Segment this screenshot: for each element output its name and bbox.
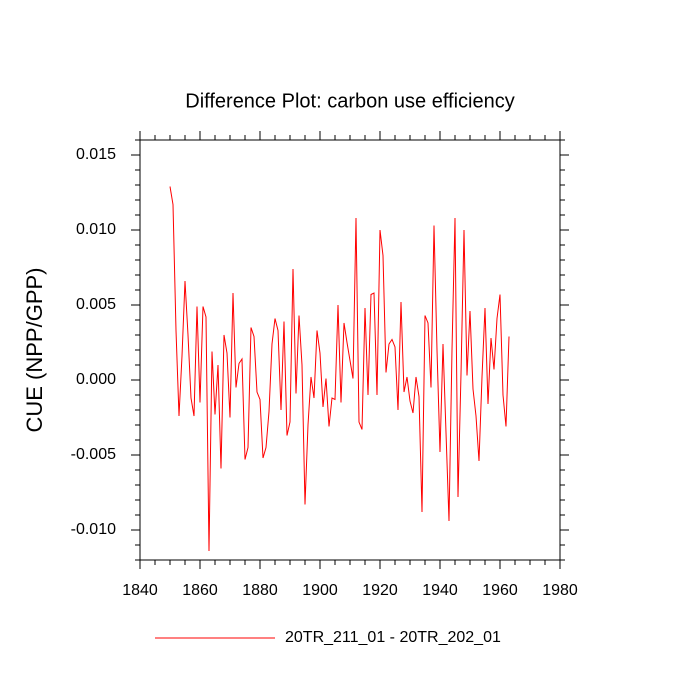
plot-frame: [139, 139, 561, 561]
data-line: [169, 186, 510, 552]
y-tick-label: 0.000: [76, 371, 116, 388]
x-tick-label: 1980: [542, 582, 578, 599]
y-axis-label: CUE (NPP/GPP): [22, 267, 47, 432]
y-tick-label: 0.015: [76, 146, 116, 163]
x-tick-label: 1940: [422, 582, 458, 599]
y-tick-label: 0.005: [76, 296, 116, 313]
x-tick-label: 1920: [362, 582, 398, 599]
x-tick-label: 1960: [482, 582, 518, 599]
x-tick-label: 1860: [182, 582, 218, 599]
x-tick-label: 1840: [122, 582, 158, 599]
y-tick-label: 0.010: [76, 221, 116, 238]
y-tick-label: -0.005: [71, 446, 116, 463]
chart-title: Difference Plot: carbon use efficiency: [185, 90, 514, 112]
x-tick-label: 1880: [242, 582, 278, 599]
x-tick-label: 1900: [302, 582, 338, 599]
y-tick-label: -0.010: [71, 521, 116, 538]
legend-label: 20TR_211_01 - 20TR_202_01: [285, 629, 501, 646]
